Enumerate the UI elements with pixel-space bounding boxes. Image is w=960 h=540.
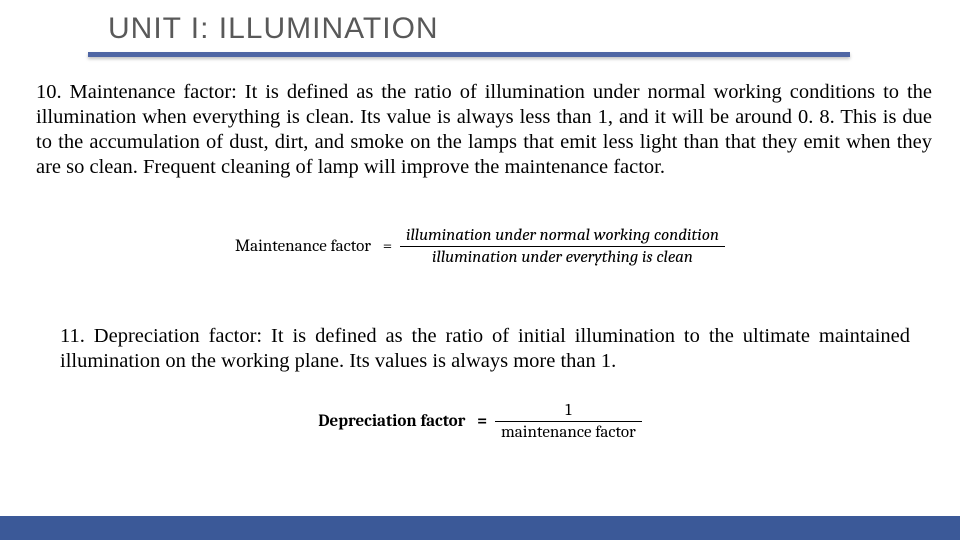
fraction-numerator: 1: [495, 400, 642, 422]
formula-lhs: Maintenance factor: [235, 237, 375, 256]
bottom-accent-bar: [0, 516, 960, 540]
slide-title: UNIT I: ILLUMINATION: [108, 12, 439, 46]
fraction-denominator: maintenance factor: [495, 422, 642, 443]
equals-sign: =: [473, 412, 491, 431]
fraction: illumination under normal working condit…: [400, 225, 725, 268]
paragraph-maintenance-factor: 10. Maintenance factor: It is defined as…: [36, 80, 932, 180]
formula-lhs: Depreciation factor: [318, 412, 469, 431]
title-underline: [88, 52, 850, 57]
paragraph-depreciation-factor: 11. Depreciation factor: It is defined a…: [60, 324, 910, 374]
formula-depreciation-factor: Depreciation factor = 1 maintenance fact…: [260, 400, 700, 443]
fraction-denominator: illumination under everything is clean: [400, 247, 725, 268]
fraction-numerator: illumination under normal working condit…: [400, 225, 725, 247]
equals-sign: =: [379, 237, 396, 256]
fraction: 1 maintenance factor: [495, 400, 642, 443]
formula-maintenance-factor: Maintenance factor = illumination under …: [160, 225, 800, 268]
